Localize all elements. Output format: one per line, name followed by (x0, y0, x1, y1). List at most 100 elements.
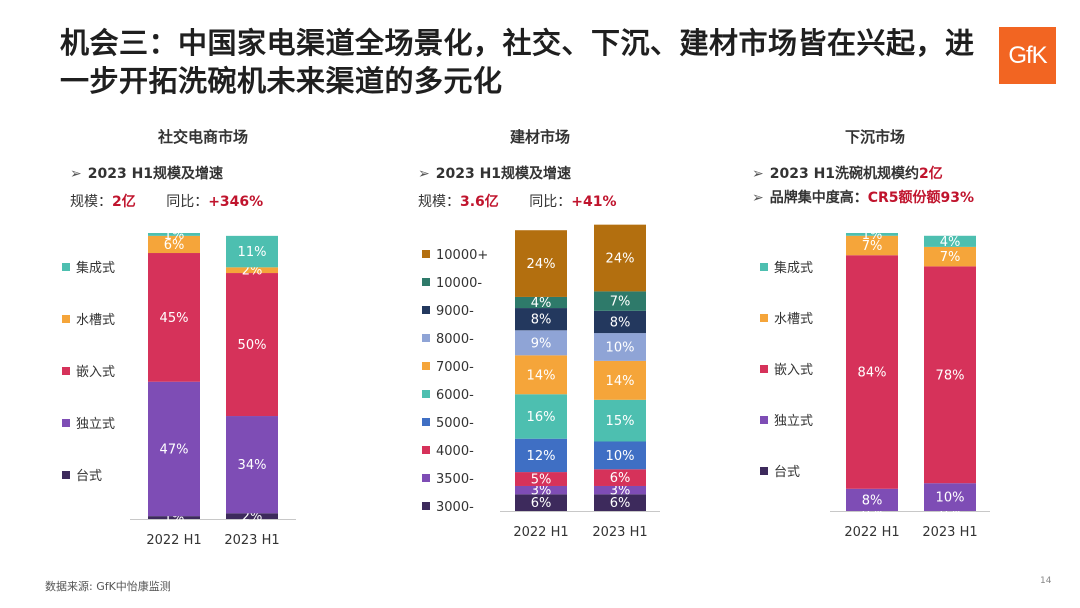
bar-segment (515, 394, 567, 439)
bar-segment (226, 235, 278, 268)
social-scale-label: 规模： (70, 194, 112, 210)
legend-label: 嵌入式 (774, 363, 813, 378)
legend-swatch (422, 390, 430, 398)
legend-label: 台式 (774, 465, 800, 480)
sinking-line2-prefix: 品牌集中度高： (769, 190, 868, 206)
data-label: 47% (160, 442, 189, 457)
bar-segment (515, 330, 567, 356)
bar-segment (594, 360, 646, 400)
bar-segment (226, 273, 278, 417)
sinking-line1-value: 2亿 (919, 166, 943, 182)
data-label: 10% (606, 449, 635, 464)
legend-swatch (760, 416, 768, 424)
data-label: 6% (164, 238, 185, 253)
data-label: 15% (606, 414, 635, 429)
data-label: 7% (862, 239, 883, 254)
bullet-icon: ➢ (752, 190, 764, 206)
bullet-icon: ➢ (418, 166, 430, 182)
bar-segment (924, 246, 976, 267)
category-label: 2022 H1 (844, 525, 899, 540)
bar-segment (594, 485, 646, 495)
data-label: 8% (531, 313, 552, 328)
data-label: 84% (858, 366, 887, 381)
data-label: 14% (527, 368, 556, 383)
data-label: 24% (606, 252, 635, 267)
bar-segment (594, 310, 646, 334)
data-label: 6% (610, 471, 631, 486)
building-yoy-value: +41% (571, 194, 617, 210)
legend-label: 6000- (436, 388, 474, 403)
bar-segment (594, 469, 646, 486)
data-label: 6% (531, 496, 552, 511)
data-label: 7% (940, 250, 961, 265)
data-label: 2% (242, 510, 263, 525)
data-label: 45% (160, 311, 189, 326)
data-label: 14% (606, 374, 635, 389)
bar-segment (515, 485, 567, 495)
bar-segment (594, 333, 646, 361)
legend-swatch (760, 314, 768, 322)
bar-segment (515, 296, 567, 309)
data-label: 34% (238, 458, 267, 473)
sinking-line1: ➢ 2023 H1洗碗机规模约2亿 (752, 163, 943, 183)
bar-segment (148, 516, 200, 519)
bar-segment (594, 399, 646, 442)
bullet-icon: ➢ (70, 166, 82, 182)
legend-label: 7000- (436, 360, 474, 375)
data-label: 4% (940, 235, 961, 250)
bullet-icon: ➢ (752, 166, 764, 182)
legend-label: 4000- (436, 444, 474, 459)
legend-swatch (760, 467, 768, 475)
page-number: 14 (1040, 576, 1052, 586)
building-yoy-label: 同比： (529, 194, 572, 210)
bar-segment (846, 235, 898, 256)
data-label: 9% (531, 336, 552, 351)
bar-segment (515, 230, 567, 297)
legend-label: 10000- (436, 276, 482, 291)
building-scale-value: 3.6亿 (460, 194, 499, 210)
legend-swatch (422, 502, 430, 510)
legend-swatch (422, 418, 430, 426)
legend-swatch (62, 471, 70, 479)
bar-segment (148, 253, 200, 382)
legend-label: 8000- (436, 332, 474, 347)
legend-label: 集成式 (774, 260, 813, 276)
social-scale-value: 2亿 (112, 194, 136, 210)
category-label: 2022 H1 (513, 525, 568, 540)
legend-label: 水槽式 (774, 312, 813, 327)
bar-segment (148, 381, 200, 517)
legend-label: 水槽式 (76, 313, 115, 328)
data-label: 7% (610, 295, 631, 310)
bar-segment (515, 472, 567, 486)
data-label: 6% (610, 496, 631, 511)
sinking-line2: ➢ 品牌集中度高：CR5额份额93% (752, 187, 974, 207)
category-label: 2023 H1 (224, 533, 279, 548)
building-line2: 规模：3.6亿 同比：+41% (418, 191, 617, 211)
bar-segment (846, 233, 898, 236)
category-label: 2022 H1 (146, 533, 201, 548)
legend-swatch (422, 446, 430, 454)
bar-segment (226, 513, 278, 519)
legend-label: 3000- (436, 500, 474, 515)
category-label: 2023 H1 (922, 525, 977, 540)
source-note: 数据来源: GfK中怡康监测 (45, 580, 171, 593)
bar-segment (846, 255, 898, 489)
social-line1-text: 2023 H1规模及增速 (87, 166, 224, 182)
bar-segment (846, 488, 898, 511)
bar-segment (924, 483, 976, 511)
data-label: 16% (527, 410, 556, 425)
data-label: 78% (936, 368, 965, 383)
legend-label: 独立式 (76, 417, 115, 432)
legend-swatch (422, 250, 430, 258)
legend-swatch (760, 263, 768, 271)
legend-swatch (62, 419, 70, 427)
bar-segment (515, 308, 567, 331)
legend-swatch (422, 474, 430, 482)
bar-segment (924, 266, 976, 484)
sinking-line2-value: CR5额份额93% (867, 190, 975, 206)
data-label: 5% (531, 473, 552, 488)
panel-title-social: 社交电商市场 (157, 128, 248, 146)
data-label: 1% (164, 228, 185, 243)
data-label: 12% (527, 449, 556, 464)
panel-title-building: 建材市场 (509, 128, 570, 146)
